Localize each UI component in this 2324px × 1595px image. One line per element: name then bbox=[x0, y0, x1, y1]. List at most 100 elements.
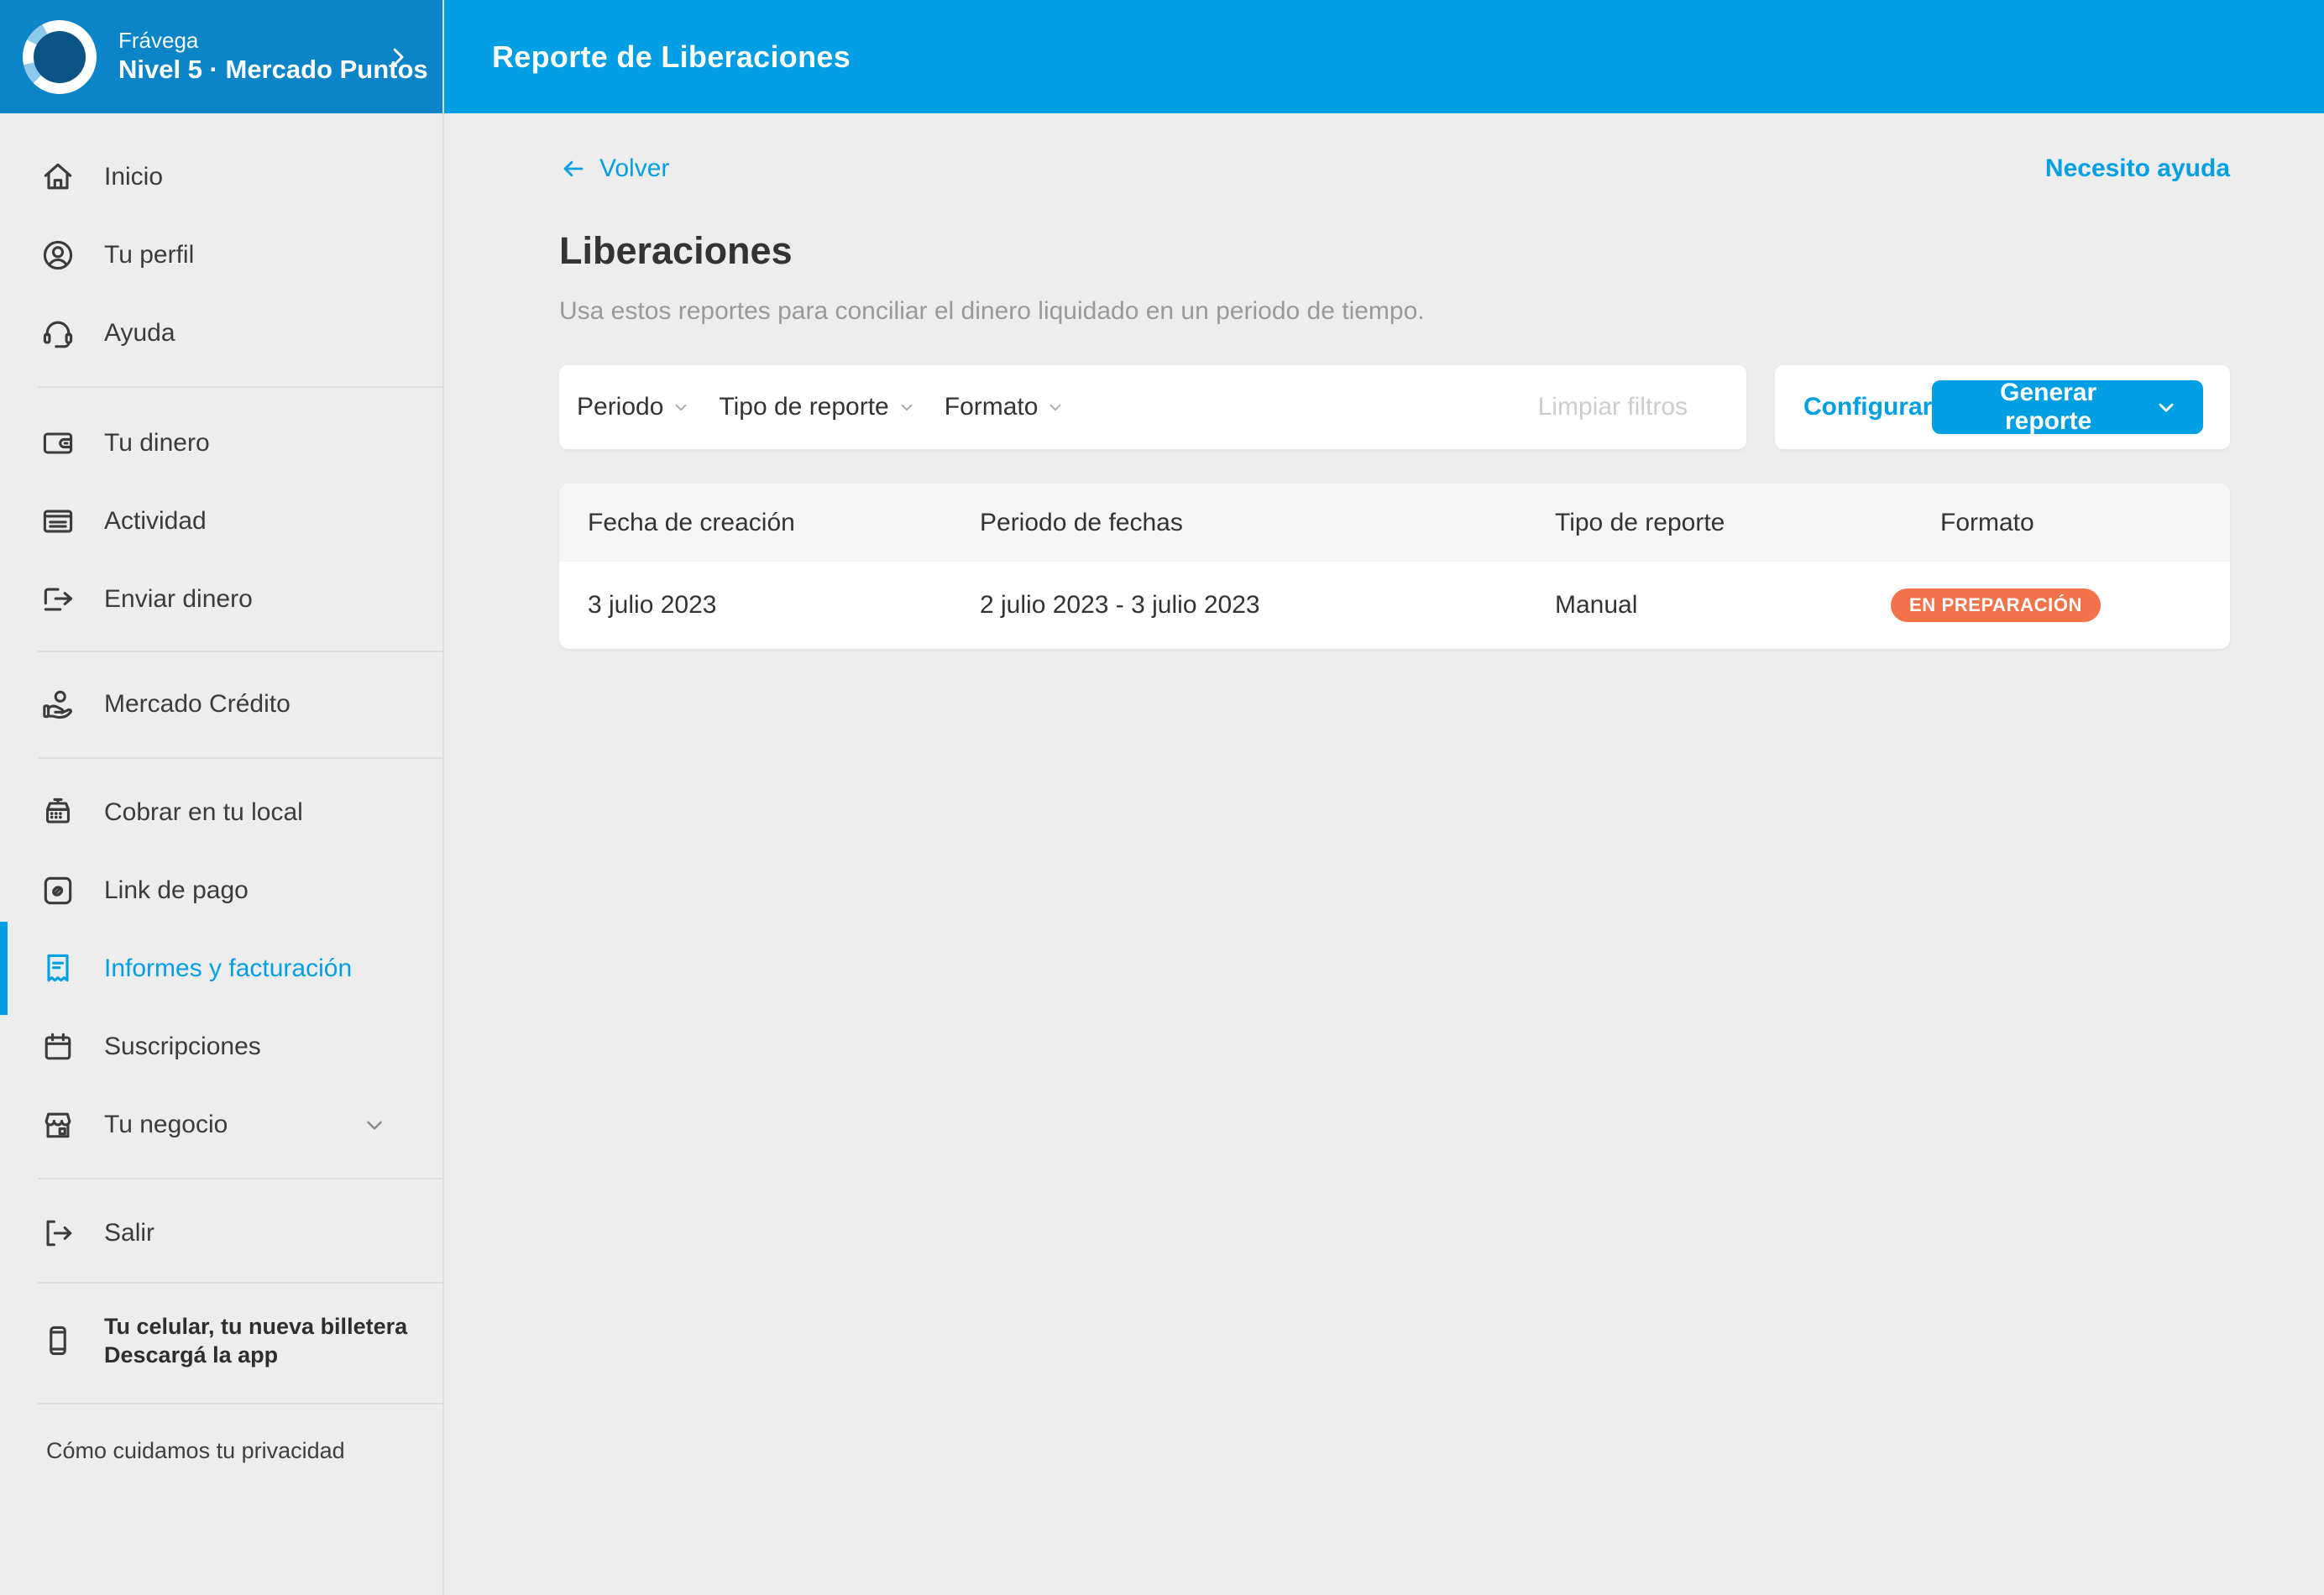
table-header-row: Fecha de creación Periodo de fechas Tipo… bbox=[559, 484, 2230, 562]
col-header-formato: Formato bbox=[1940, 508, 2034, 536]
help-link[interactable]: Necesito ayuda bbox=[2044, 154, 2230, 182]
store-name: Frávega bbox=[118, 27, 199, 53]
filter-tipo-de-reporte-dropdown[interactable]: Tipo de reporte bbox=[719, 393, 915, 421]
cell-tipo-reporte: Manual bbox=[1555, 591, 1638, 619]
filter-periodo-label: Periodo bbox=[577, 393, 664, 421]
status-badge: EN PREPARACIÓN bbox=[1891, 588, 2102, 622]
filter-formato-dropdown[interactable]: Formato bbox=[945, 393, 1065, 421]
calendar-icon bbox=[39, 1028, 76, 1065]
back-link[interactable]: Volver bbox=[559, 154, 669, 183]
sidebar-item-ayuda[interactable]: Ayuda bbox=[0, 294, 442, 372]
chevron-down-icon bbox=[898, 398, 916, 416]
sidebar-nav: Inicio Tu perfil Ayuda Tu dinero bbox=[0, 113, 442, 1284]
back-link-label: Volver bbox=[599, 154, 670, 182]
chevron-down-icon bbox=[362, 1112, 387, 1137]
content: Volver Necesito ayuda Liberaciones Usa e… bbox=[444, 113, 2324, 649]
sidebar-item-salir[interactable]: Salir bbox=[0, 1194, 442, 1272]
sidebar-item-tu-dinero[interactable]: Tu dinero bbox=[0, 404, 442, 482]
page-title: Liberaciones bbox=[559, 229, 793, 272]
filter-periodo-dropdown[interactable]: Periodo bbox=[577, 393, 690, 421]
sidebar-item-enviar-dinero[interactable]: Enviar dinero bbox=[0, 560, 442, 638]
page-header-title: Reporte de Liberaciones bbox=[492, 39, 851, 74]
sidebar-item-label: Ayuda bbox=[104, 318, 175, 347]
sidebar-item-label: Tu negocio bbox=[104, 1110, 228, 1138]
sidebar-item-actividad[interactable]: Actividad bbox=[0, 482, 442, 560]
divider bbox=[38, 386, 442, 388]
filter-row: Periodo Tipo de reporte Formato bbox=[559, 365, 2230, 449]
sidebar-item-link-de-pago[interactable]: Link de pago bbox=[0, 851, 442, 929]
sidebar-item-tu-negocio[interactable]: Tu negocio bbox=[0, 1085, 442, 1164]
privacy-link[interactable]: Cómo cuidamos tu privacidad bbox=[46, 1438, 345, 1463]
home-icon bbox=[39, 159, 76, 196]
chevron-down-icon bbox=[1046, 398, 1065, 416]
col-header-tipo-reporte: Tipo de reporte bbox=[1555, 508, 1725, 536]
sidebar-item-label: Suscripciones bbox=[104, 1032, 261, 1060]
phone-icon bbox=[39, 1322, 76, 1359]
configure-link[interactable]: Configurar bbox=[1803, 393, 1933, 421]
promo-text: Tu celular, tu nueva billetera Descargá … bbox=[104, 1312, 407, 1369]
generate-report-label: Generar reporte bbox=[2000, 379, 2097, 435]
sidebar-item-label: Inicio bbox=[104, 162, 164, 191]
avatar-inner bbox=[34, 30, 86, 83]
chevron-down-icon bbox=[2154, 395, 2178, 419]
sidebar-item-informes-y-facturacion[interactable]: Informes y facturación bbox=[0, 922, 442, 1015]
sidebar-item-label: Salir bbox=[104, 1218, 155, 1247]
divider bbox=[38, 1403, 442, 1404]
reports-table: Fecha de creación Periodo de fechas Tipo… bbox=[559, 484, 2230, 649]
account-switcher[interactable]: Frávega Nivel 5 · Mercado Puntos bbox=[0, 0, 442, 113]
filters-card: Periodo Tipo de reporte Formato bbox=[559, 365, 1746, 449]
sidebar-item-label: Enviar dinero bbox=[104, 584, 253, 613]
actions-card: Configurar Generar reporte bbox=[1775, 365, 2230, 449]
headset-icon bbox=[39, 315, 76, 352]
page-description: Usa estos reportes para conciliar el din… bbox=[559, 297, 1425, 325]
user-icon bbox=[39, 237, 76, 274]
sidebar-item-inicio[interactable]: Inicio bbox=[0, 138, 442, 216]
store-icon bbox=[39, 1106, 76, 1143]
back-arrow-icon bbox=[559, 154, 588, 183]
sidebar-item-cobrar-en-tu-local[interactable]: Cobrar en tu local bbox=[0, 773, 442, 851]
sidebar-item-label: Link de pago bbox=[104, 876, 249, 904]
credit-hand-icon bbox=[39, 686, 76, 723]
sidebar-item-label: Cobrar en tu local bbox=[104, 798, 303, 826]
cell-fecha-creacion: 3 julio 2023 bbox=[588, 591, 717, 619]
col-header-fecha-creacion: Fecha de creación bbox=[588, 508, 795, 536]
send-money-icon bbox=[39, 581, 76, 618]
payment-link-icon bbox=[39, 872, 76, 909]
divider bbox=[38, 757, 442, 759]
cell-periodo-fechas: 2 julio 2023 - 3 julio 2023 bbox=[980, 591, 1260, 619]
promo-line2: Descargá la app bbox=[104, 1342, 279, 1368]
filter-tipo-label: Tipo de reporte bbox=[719, 393, 889, 421]
download-app-promo[interactable]: Tu celular, tu nueva billetera Descargá … bbox=[0, 1284, 442, 1393]
filter-formato-label: Formato bbox=[944, 393, 1039, 421]
cell-formato: EN PREPARACIÓN bbox=[1891, 588, 2230, 622]
account-level: Nivel 5 · Mercado Puntos bbox=[118, 55, 428, 85]
cash-register-icon bbox=[39, 794, 76, 831]
chevron-right-icon bbox=[385, 44, 411, 70]
sidebar-item-mercado-credito[interactable]: Mercado Crédito bbox=[0, 665, 442, 743]
chevron-down-icon bbox=[672, 398, 690, 416]
activity-icon bbox=[39, 503, 76, 540]
promo-line1: Tu celular, tu nueva billetera bbox=[104, 1314, 408, 1339]
divider bbox=[38, 1178, 442, 1179]
col-header-periodo-fechas: Periodo de fechas bbox=[980, 508, 1183, 536]
sidebar-item-label: Informes y facturación bbox=[104, 954, 353, 982]
sidebar: Frávega Nivel 5 · Mercado Puntos Inicio … bbox=[0, 0, 444, 1595]
wallet-icon bbox=[39, 425, 76, 462]
generate-report-button[interactable]: Generar reporte bbox=[1932, 379, 2203, 435]
avatar bbox=[23, 19, 97, 94]
sidebar-item-label: Tu dinero bbox=[104, 428, 210, 457]
account-info: Frávega Nivel 5 · Mercado Puntos bbox=[118, 27, 428, 86]
divider bbox=[38, 1282, 442, 1284]
logout-icon bbox=[39, 1215, 76, 1252]
main-column: Reporte de Liberaciones Volver Necesito … bbox=[444, 0, 2324, 1595]
receipt-icon bbox=[39, 950, 76, 987]
sidebar-item-tu-perfil[interactable]: Tu perfil bbox=[0, 216, 442, 294]
clear-filters-button[interactable]: Limpiar filtros bbox=[1537, 393, 1688, 421]
topbar: Reporte de Liberaciones bbox=[444, 0, 2324, 113]
top-links: Volver Necesito ayuda bbox=[559, 154, 2230, 183]
sidebar-item-suscripciones[interactable]: Suscripciones bbox=[0, 1007, 442, 1085]
divider bbox=[38, 651, 442, 652]
table-row: 3 julio 2023 2 julio 2023 - 3 julio 2023… bbox=[559, 562, 2230, 649]
sidebar-item-label: Actividad bbox=[104, 506, 207, 535]
